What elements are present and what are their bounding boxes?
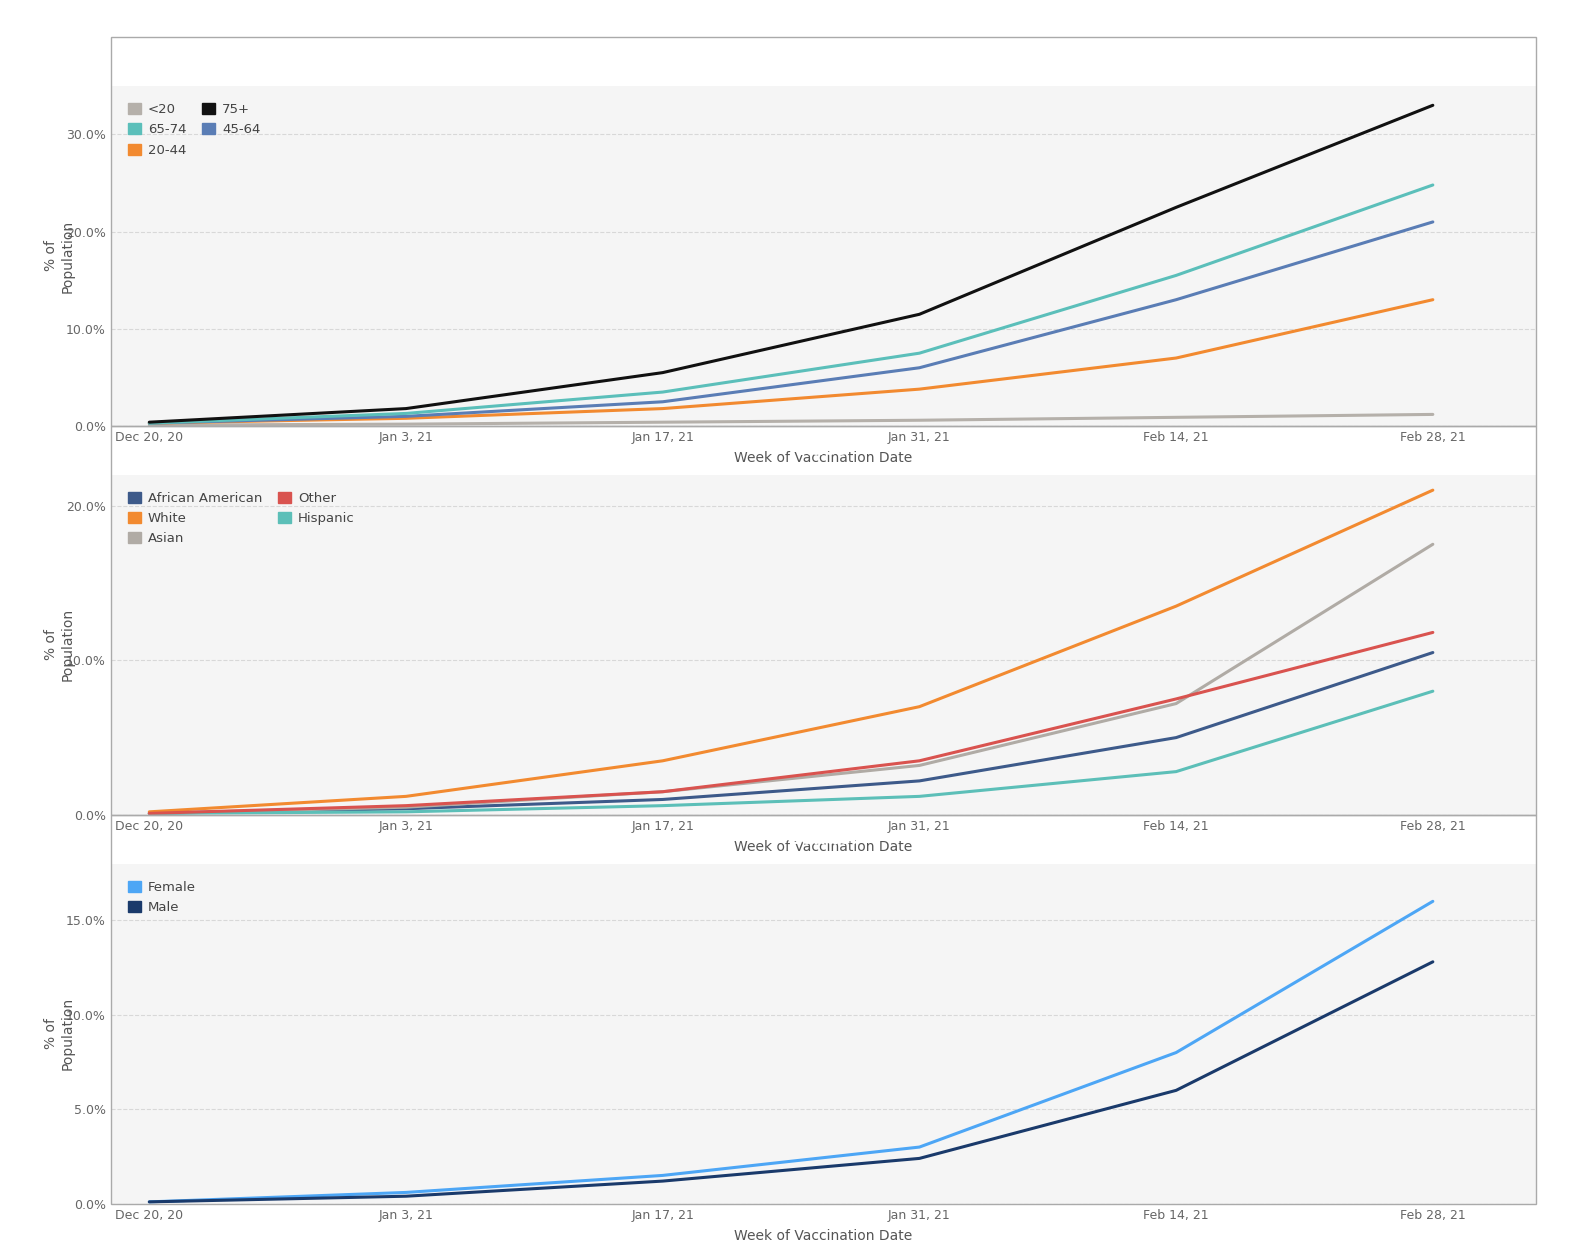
Text: Race: Race [799, 442, 847, 459]
Text: Age: Age [804, 52, 842, 71]
Legend: African American, White, Asian, Other, Hispanic: African American, White, Asian, Other, H… [117, 482, 366, 556]
Y-axis label: % of
Population: % of Population [44, 997, 74, 1070]
Y-axis label: % of
Population: % of Population [44, 220, 74, 293]
Y-axis label: % of
Population: % of Population [44, 608, 74, 681]
Legend: Female, Male: Female, Male [117, 870, 206, 925]
Legend: <20, 65-74, 20-44, 75+, 45-64: <20, 65-74, 20-44, 75+, 45-64 [117, 92, 271, 168]
Text: Gender: Gender [787, 830, 860, 849]
X-axis label: Week of Vaccination Date: Week of Vaccination Date [735, 450, 912, 465]
X-axis label: Week of Vaccination Date: Week of Vaccination Date [735, 840, 912, 854]
X-axis label: Week of Vaccination Date: Week of Vaccination Date [735, 1229, 912, 1241]
